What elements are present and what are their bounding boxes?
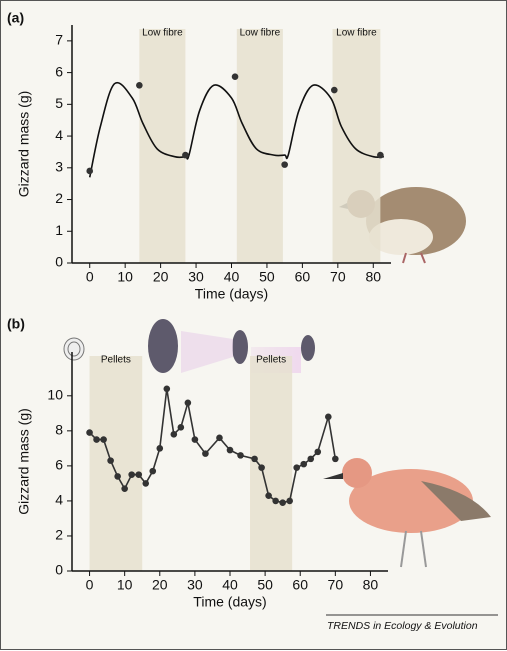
data-point: [142, 480, 150, 487]
y-tick-label: 2: [55, 190, 63, 206]
data-point: [191, 436, 199, 443]
data-point: [272, 497, 279, 505]
data-point: [216, 434, 223, 442]
x-tick-label: 0: [86, 269, 94, 285]
data-point: [258, 464, 265, 471]
x-axis-label: Time (days): [193, 594, 266, 610]
data-point: [128, 471, 135, 478]
shaded-region: [236, 29, 283, 263]
shaded-region: [250, 356, 293, 571]
data-point: [86, 429, 93, 436]
y-tick-label: 6: [55, 457, 63, 473]
data-point: [377, 151, 384, 159]
data-line: [88, 81, 384, 178]
x-tick-label: 10: [117, 577, 133, 593]
x-tick-label: 40: [224, 269, 240, 285]
x-tick-label: 70: [328, 577, 344, 593]
data-point: [149, 467, 157, 475]
shaded-region: [89, 356, 143, 571]
data-point: [93, 436, 100, 443]
y-axis-label: Gizzard mass (g): [16, 408, 32, 515]
knot-illustration: [63, 319, 491, 568]
region-label: Pellets: [101, 355, 131, 366]
data-point: [156, 445, 164, 452]
y-tick-label: 2: [55, 527, 63, 543]
x-tick-label: 80: [363, 577, 379, 593]
data-point: [325, 413, 332, 421]
data-point: [177, 424, 185, 431]
region-label: Low fibre: [336, 28, 377, 39]
data-point: [86, 167, 94, 175]
data-point: [300, 460, 308, 468]
region-label: Low fibre: [142, 28, 183, 39]
y-tick-label: 4: [55, 492, 63, 508]
data-point: [293, 464, 301, 471]
shaded-region: [139, 29, 186, 263]
data-point: [170, 431, 178, 438]
y-tick-label: 8: [55, 422, 63, 438]
data-point: [279, 499, 286, 506]
x-tick-label: 20: [153, 269, 169, 285]
data-point: [251, 455, 258, 463]
y-tick-label: 10: [47, 387, 63, 403]
panel-label: (a): [7, 10, 24, 26]
data-point: [307, 455, 315, 463]
x-tick-label: 60: [295, 269, 311, 285]
shaded-region: [332, 29, 381, 263]
x-tick-label: 50: [257, 577, 273, 593]
region-label: Low fibre: [240, 28, 281, 39]
x-tick-label: 30: [188, 269, 204, 285]
y-tick-label: 1: [55, 222, 63, 238]
y-tick-label: 7: [55, 32, 63, 48]
y-tick-label: 3: [55, 159, 63, 175]
x-tick-label: 40: [222, 577, 238, 593]
x-tick-label: 20: [152, 577, 168, 593]
x-tick-label: 60: [292, 577, 308, 593]
data-point: [286, 497, 293, 505]
x-tick-label: 80: [365, 269, 381, 285]
data-point: [135, 471, 143, 478]
y-tick-label: 4: [55, 127, 63, 143]
y-tick-label: 6: [55, 63, 63, 79]
y-axis-label: Gizzard mass (g): [16, 91, 32, 198]
y-tick-label: 0: [55, 254, 63, 270]
data-point: [136, 81, 143, 89]
data-point: [314, 448, 322, 456]
data-point: [121, 485, 128, 492]
data-point: [332, 455, 339, 463]
region-label: Pellets: [256, 355, 286, 366]
panel-label: (b): [7, 316, 25, 332]
data-point: [281, 161, 288, 168]
data-point: [182, 151, 189, 159]
x-tick-label: 0: [86, 577, 94, 593]
data-point: [202, 450, 209, 457]
y-tick-label: 0: [55, 562, 63, 578]
y-tick-label: 5: [55, 95, 63, 111]
data-point: [226, 446, 234, 454]
x-tick-label: 30: [187, 577, 203, 593]
data-point: [237, 452, 244, 459]
data-point: [265, 492, 272, 499]
data-point: [330, 86, 338, 94]
footer: TRENDS in Ecology & Evolution: [327, 620, 478, 632]
data-point: [163, 385, 171, 393]
x-tick-label: 70: [330, 269, 346, 285]
x-tick-label: 10: [117, 269, 133, 285]
data-point: [231, 73, 239, 81]
x-axis-label: Time (days): [195, 286, 268, 302]
data-point: [107, 457, 114, 464]
data-point: [114, 473, 121, 480]
x-tick-label: 50: [259, 269, 275, 285]
data-point: [100, 436, 107, 443]
data-point: [184, 399, 192, 407]
